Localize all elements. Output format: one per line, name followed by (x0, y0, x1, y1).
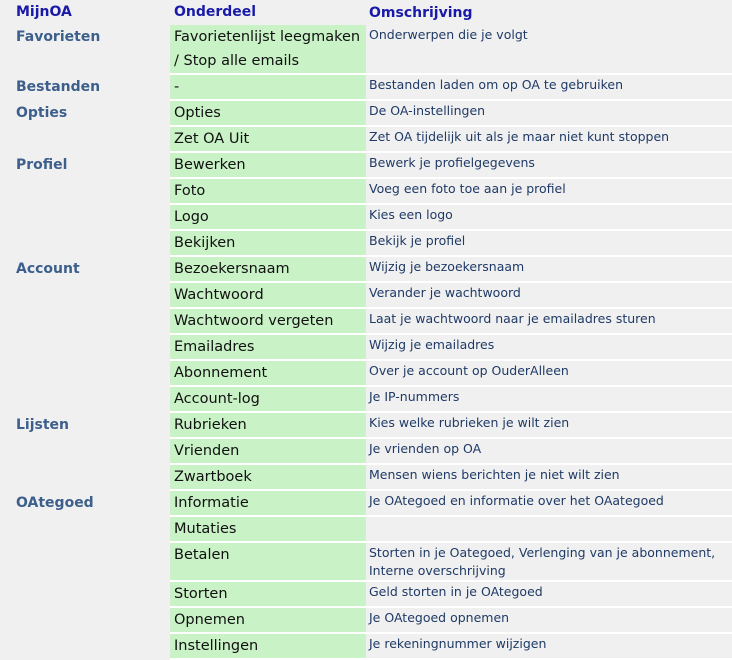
part-cell: Wachtwoord (170, 283, 366, 309)
part-cell: Informatie (170, 491, 366, 517)
description-cell: Je vrienden op OA (366, 439, 732, 465)
category-cell (0, 387, 170, 413)
table-row: OAtegoed Informatie Je OAtegoed en informa… (0, 491, 732, 517)
description-cell: Je OAtegoed opnemen (366, 608, 732, 634)
category-cell (0, 179, 170, 205)
category-cell (0, 465, 170, 491)
category-cell: Opties (0, 101, 170, 127)
part-cell: Logo (170, 205, 366, 231)
table-row: Emailadres Wijzig je emailadres (0, 335, 732, 361)
description-cell: Kies een logo (366, 205, 732, 231)
category-cell: Favorieten (0, 25, 170, 75)
description-cell: Voeg een foto toe aan je profiel (366, 179, 732, 205)
part-cell: Betalen (170, 543, 366, 582)
category-cell (0, 517, 170, 543)
description-cell: Je rekeningnummer wijzigen (366, 634, 732, 660)
description-cell: Je IP-nummers (366, 387, 732, 413)
category-cell (0, 309, 170, 335)
description-cell: Zet OA tijdelijk uit als je maar niet ku… (366, 127, 732, 153)
category-cell (0, 439, 170, 465)
category-cell (0, 582, 170, 608)
description-cell: Wijzig je bezoekersnaam (366, 257, 732, 283)
part-cell: Bewerken (170, 153, 366, 179)
table-row: Logo Kies een logo (0, 205, 732, 231)
category-cell (0, 335, 170, 361)
category-cell (0, 608, 170, 634)
header-onderdeel: Onderdeel (174, 4, 257, 20)
category-cell (0, 205, 170, 231)
description-cell: Over je account op OuderAlleen (366, 361, 732, 387)
table-row: Mutaties (0, 517, 732, 543)
table-row: Lijsten Rubrieken Kies welke rubrieken je … (0, 413, 732, 439)
description-cell: Storten in je Oategoed, Verlenging van j… (366, 543, 732, 582)
category-cell (0, 361, 170, 387)
table-row: Abonnement Over je account op OuderAlleen (0, 361, 732, 387)
part-cell: Abonnement (170, 361, 366, 387)
category-cell: Lijsten (0, 413, 170, 439)
category-cell (0, 231, 170, 257)
table-row: Storten Geld storten in je OAtegoed (0, 582, 732, 608)
table-row: Favorieten Favorietenlijst leegmaken / St… (0, 25, 732, 75)
table-row: Bestanden - Bestanden laden om op OA te ge… (0, 75, 732, 101)
category-cell: Profiel (0, 153, 170, 179)
part-cell: Zwartboek (170, 465, 366, 491)
category-cell: Account (0, 257, 170, 283)
part-cell: Storten (170, 582, 366, 608)
header-row: MijnOA Onderdeel Omschrijving (0, 0, 732, 25)
header-mijnoa: MijnOA (16, 4, 72, 20)
description-cell (366, 517, 732, 543)
description-cell: Bewerk je profielgegevens (366, 153, 732, 179)
category-cell (0, 283, 170, 309)
table-row: Vrienden Je vrienden op OA (0, 439, 732, 465)
part-cell: Wachtwoord vergeten (170, 309, 366, 335)
part-cell: Mutaties (170, 517, 366, 543)
table-row: Opties Opties De OA-instellingen (0, 101, 732, 127)
description-cell: Je OAtegoed en informatie over het OAate… (366, 491, 732, 517)
part-cell: Vrienden (170, 439, 366, 465)
table-row: Wachtwoord Verander je wachtwoord (0, 283, 732, 309)
table-row: Wachtwoord vergeten Laat je wachtwoord na… (0, 309, 732, 335)
part-cell: - (170, 75, 366, 101)
table-row: Account-log Je IP-nummers (0, 387, 732, 413)
part-cell: Emailadres (170, 335, 366, 361)
category-cell: OAtegoed (0, 491, 170, 517)
table-row: Opnemen Je OAtegoed opnemen (0, 608, 732, 634)
description-cell: Geld storten in je OAtegoed (366, 582, 732, 608)
category-cell (0, 127, 170, 153)
part-cell: Instellingen (170, 634, 366, 660)
part-cell: Foto (170, 179, 366, 205)
description-cell: Kies welke rubrieken je wilt zien (366, 413, 732, 439)
description-cell: Wijzig je emailadres (366, 335, 732, 361)
description-cell: Bekijk je profiel (366, 231, 732, 257)
part-cell: Account-log (170, 387, 366, 413)
table-row: Zet OA Uit Zet OA tijdelijk uit als je ma… (0, 127, 732, 153)
table-row: Instellingen Je rekeningnummer wijzigen (0, 634, 732, 660)
part-cell: Rubrieken (170, 413, 366, 439)
category-cell (0, 543, 170, 582)
part-cell: Opties (170, 101, 366, 127)
table-row: Bekijken Bekijk je profiel (0, 231, 732, 257)
table-row: Betalen Storten in je Oategoed, Verlengin… (0, 543, 732, 582)
part-cell: Bezoekersnaam (170, 257, 366, 283)
table-row: Account Bezoekersnaam Wijzig je bezoekersn… (0, 257, 732, 283)
table-row: Foto Voeg een foto toe aan je profiel (0, 179, 732, 205)
description-cell: Onderwerpen die je volgt (366, 25, 732, 75)
part-cell: Opnemen (170, 608, 366, 634)
table-row: Zwartboek Mensen wiens berichten je niet … (0, 465, 732, 491)
description-cell: Mensen wiens berichten je niet wilt zien (366, 465, 732, 491)
description-cell: Bestanden laden om op OA te gebruiken (366, 75, 732, 101)
part-cell: Bekijken (170, 231, 366, 257)
category-cell: Bestanden (0, 75, 170, 101)
description-cell: De OA-instellingen (366, 101, 732, 127)
part-cell: Zet OA Uit (170, 127, 366, 153)
description-cell: Laat je wachtwoord naar je emailadres st… (366, 309, 732, 335)
table-row: Profiel Bewerken Bewerk je profielgegevens (0, 153, 732, 179)
part-cell: Favorietenlijst leegmaken / Stop alle em… (170, 25, 366, 75)
description-cell: Verander je wachtwoord (366, 283, 732, 309)
header-omschrijving: Omschrijving (369, 5, 473, 21)
category-cell (0, 634, 170, 660)
